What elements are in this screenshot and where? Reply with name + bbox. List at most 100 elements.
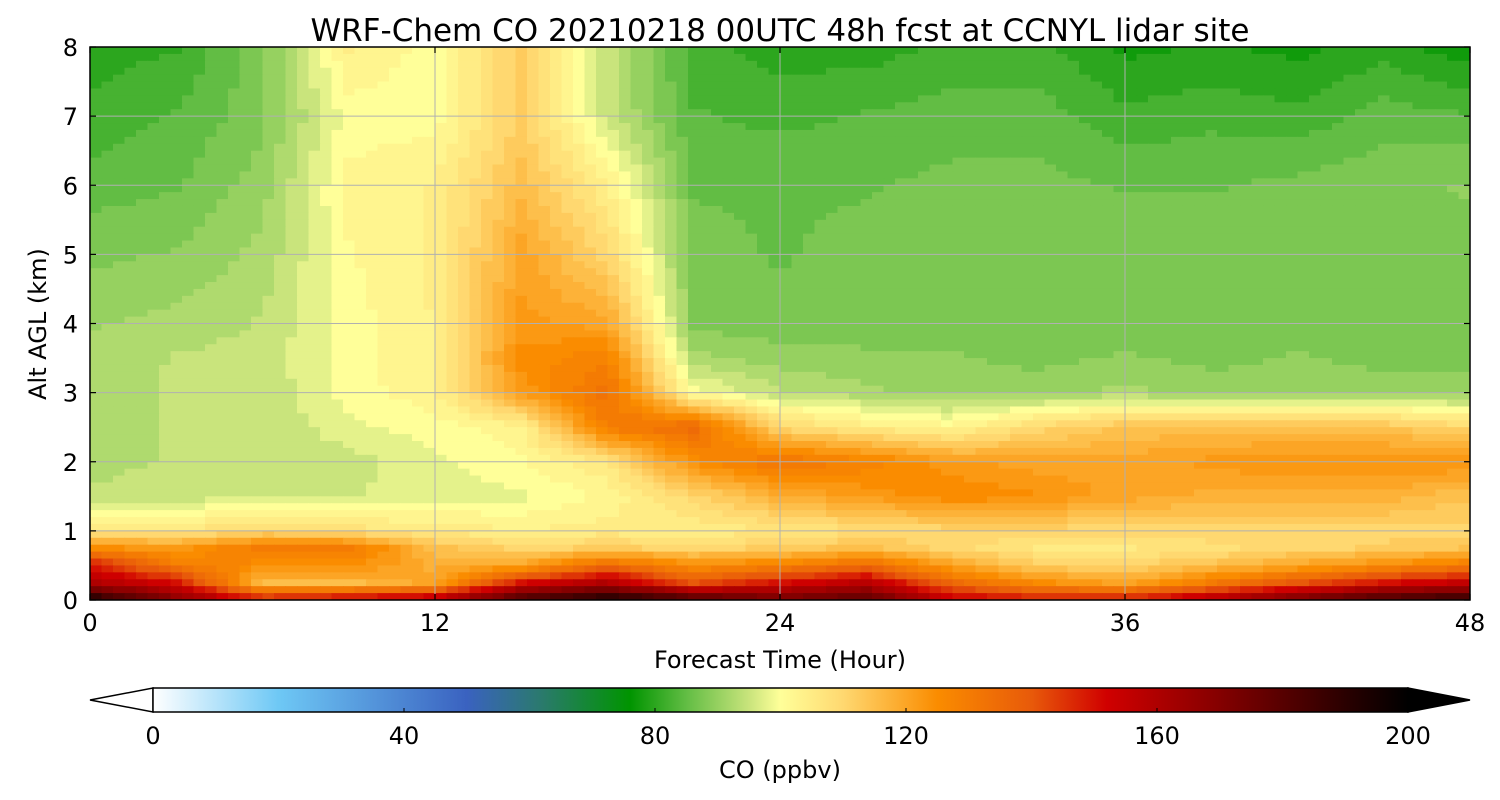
heat-cell <box>1171 109 1184 117</box>
heat-cell <box>1044 302 1057 311</box>
heat-cell <box>1136 212 1149 221</box>
heat-cell <box>1171 95 1184 103</box>
heat-cell <box>136 199 149 207</box>
heat-cell <box>274 178 287 186</box>
heat-cell <box>1297 53 1310 62</box>
heat-cell <box>1136 247 1149 255</box>
heat-cell <box>1458 102 1470 110</box>
heat-cell <box>446 282 459 290</box>
heat-cell <box>929 282 942 290</box>
heat-cell <box>722 323 735 332</box>
heat-cell <box>1274 102 1287 110</box>
heat-cell <box>1194 247 1207 255</box>
heat-cell <box>297 88 310 96</box>
heat-cell <box>699 164 712 173</box>
heat-cell <box>1194 143 1207 152</box>
heat-cell <box>941 136 954 145</box>
heat-cell <box>1458 302 1470 311</box>
heat-cell <box>228 88 241 96</box>
heat-cell <box>757 240 770 249</box>
heat-cell <box>239 247 252 255</box>
heat-cell <box>205 282 218 290</box>
heat-cell <box>136 116 149 124</box>
heat-cell <box>1309 136 1322 145</box>
heat-cell <box>446 109 459 117</box>
heat-cell <box>1447 109 1460 117</box>
heat-cell <box>941 205 954 214</box>
heat-cell <box>354 102 367 110</box>
heat-cell <box>1320 316 1333 325</box>
heat-cell <box>182 129 195 138</box>
heat-cell <box>124 129 137 138</box>
heat-cell <box>412 60 425 69</box>
heat-cell <box>1389 192 1402 200</box>
heat-cell <box>90 268 103 276</box>
heat-cell <box>849 316 862 325</box>
heat-cell <box>1274 185 1287 193</box>
heat-cell <box>515 309 528 318</box>
heat-cell <box>1113 150 1126 159</box>
heat-cell <box>159 219 172 228</box>
heat-cell <box>1148 81 1161 90</box>
heat-cell <box>1412 171 1425 179</box>
heat-cell <box>320 171 333 179</box>
heat-cell <box>1205 268 1218 276</box>
heat-cell <box>906 60 919 69</box>
heat-cell <box>343 323 356 332</box>
heat-cell <box>308 109 321 117</box>
heat-cell <box>1309 171 1322 179</box>
heat-cell <box>113 302 126 311</box>
heat-cell <box>619 240 632 249</box>
heat-cell <box>354 157 367 166</box>
heat-cell <box>780 233 793 242</box>
heat-cell <box>297 143 310 152</box>
heat-cell <box>412 81 425 90</box>
heat-cell <box>768 178 781 186</box>
heat-cell <box>366 288 379 297</box>
heat-cell <box>1217 150 1230 159</box>
heat-cell <box>297 199 310 207</box>
heat-cell <box>1401 109 1414 117</box>
heat-cell <box>251 254 264 262</box>
heat-cell <box>205 109 218 117</box>
heat-cell <box>297 302 310 311</box>
heat-cell <box>469 185 482 193</box>
heat-cell <box>1194 282 1207 290</box>
heat-cell <box>584 102 597 110</box>
heat-cell <box>1286 261 1299 269</box>
heat-cell <box>377 47 390 55</box>
heat-cell <box>1205 240 1218 249</box>
heat-cell <box>354 205 367 214</box>
heat-cell <box>193 116 206 124</box>
heat-cell <box>596 116 609 124</box>
heat-cell <box>1240 129 1253 138</box>
heat-cell <box>952 88 965 96</box>
heat-cell <box>538 157 551 166</box>
heat-cell <box>1021 192 1034 200</box>
heat-cell <box>492 219 505 228</box>
heat-cell <box>837 150 850 159</box>
heat-cell <box>251 67 264 76</box>
heat-cell <box>262 205 275 214</box>
heat-cell <box>1067 254 1080 262</box>
heat-cell <box>1401 219 1414 228</box>
heat-cell <box>1148 53 1161 62</box>
heat-cell <box>1033 323 1046 332</box>
heat-cell <box>814 226 827 235</box>
heat-cell <box>1240 95 1253 103</box>
heat-cell <box>849 150 862 159</box>
heat-cell <box>412 164 425 173</box>
heat-cell <box>1125 295 1138 304</box>
heat-cell <box>1447 240 1460 249</box>
heat-cell <box>573 60 586 69</box>
heat-cell <box>90 233 103 242</box>
heat-cell <box>803 157 816 166</box>
heat-cell <box>1090 95 1103 103</box>
heat-cell <box>1355 323 1368 332</box>
heat-cell <box>400 81 413 90</box>
heat-cell <box>308 60 321 69</box>
heat-cell <box>159 226 172 235</box>
heat-cell <box>481 254 494 262</box>
heat-cell <box>1102 143 1115 152</box>
heat-cell <box>791 302 804 311</box>
